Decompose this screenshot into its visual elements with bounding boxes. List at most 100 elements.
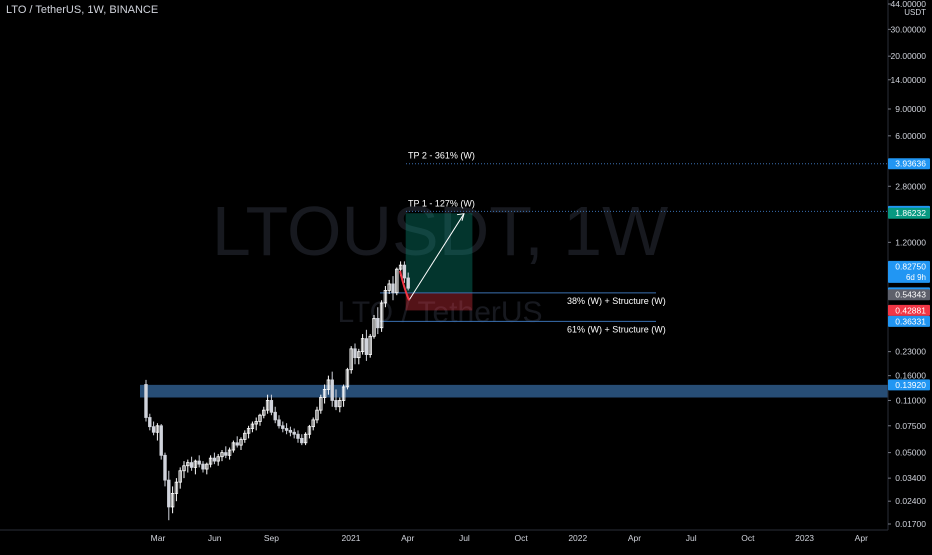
candle-body	[376, 318, 380, 329]
price-label-7: 0.42881	[895, 305, 926, 315]
candle-body	[383, 290, 388, 304]
price-tick-label: 0.23000	[895, 347, 926, 357]
watermark: LTOUSDT, 1W LTO / TetherUS	[212, 192, 668, 329]
price-label-9: 0.13920	[895, 380, 926, 390]
candle-body	[208, 457, 213, 465]
price-label-box-8	[888, 315, 930, 327]
time-tick-label: Jun	[208, 533, 222, 543]
candle-body	[349, 348, 353, 371]
candle-body	[186, 462, 190, 467]
candle-body	[368, 335, 372, 355]
candle-body	[292, 431, 296, 435]
price-tick-label: 30.00000	[891, 24, 927, 34]
level-lines: TP 2 - 361% (W) TP 1 - 127% (W) 38% (W) + …	[380, 151, 888, 334]
price-label-6: 0.54343	[895, 290, 926, 300]
candle-body	[231, 442, 236, 451]
time-tick-label: Apr	[628, 533, 641, 543]
time-tick-label: Oct	[741, 533, 755, 543]
candle-body	[334, 400, 338, 408]
candle-body	[220, 452, 224, 458]
price-label-countdown: 6d 9h	[906, 273, 926, 282]
projection-line	[408, 213, 465, 301]
candle-body	[182, 465, 186, 472]
candle-body	[170, 492, 175, 508]
support-zone	[140, 384, 888, 398]
price-tick-label: 9.00000	[895, 104, 926, 114]
time-tick-label: Mar	[151, 533, 166, 543]
candle-body	[265, 400, 270, 411]
price-axis-unit: USDT	[904, 8, 926, 17]
price-tick-label: 20.00000	[891, 51, 927, 61]
candle-body	[379, 302, 384, 329]
price-tick-label: 0.05000	[895, 448, 926, 458]
time-tick-label: 2022	[568, 533, 587, 543]
candle-body	[201, 463, 205, 470]
time-tick-label: Apr	[401, 533, 414, 543]
candle-body	[360, 338, 365, 353]
price-tick-label: 0.11000	[896, 395, 926, 405]
candle-body	[398, 264, 403, 270]
candle-body	[281, 425, 285, 429]
level-label-3: 38% (W) + Structure (W)	[567, 296, 666, 306]
time-tick-label: Apr	[855, 533, 868, 543]
candle-body	[296, 433, 300, 439]
candle-body	[262, 409, 266, 416]
candle-body	[406, 277, 410, 289]
level-label-4: 61% (W) + Structure (W)	[567, 324, 666, 334]
candle-body	[387, 283, 391, 291]
price-label-3: 1.86232	[895, 208, 926, 218]
level-label-1: TP 2 - 361% (W)	[408, 151, 475, 161]
price-label-box-3	[888, 207, 930, 219]
candles	[144, 261, 410, 521]
candle-body	[159, 425, 163, 456]
watermark-main: LTOUSDT, 1W	[212, 192, 668, 270]
price-tick-label: 44.00000	[891, 0, 927, 9]
price-label-box-1	[888, 158, 930, 170]
pullback-curve	[399, 270, 410, 301]
time-tick-label: 2021	[342, 533, 361, 543]
price-tick-label: 0.16000	[895, 371, 926, 381]
candle-body	[357, 351, 361, 359]
candle-body	[330, 379, 334, 401]
candle-body	[212, 457, 217, 462]
price-label-box-9	[888, 379, 930, 391]
candle-body	[258, 414, 262, 422]
price-tick-label: 0.01700	[895, 519, 926, 529]
price-tick-label: 14.00000	[891, 75, 927, 85]
candle-body	[277, 419, 281, 427]
candle-body	[155, 425, 160, 433]
time-tick-label: Jul	[686, 533, 697, 543]
price-tick-label: 0.03400	[895, 473, 926, 483]
candle-body	[307, 426, 312, 435]
price-label-1: 3.93636	[895, 159, 926, 169]
price-label-box-4	[888, 260, 930, 283]
candle-body	[273, 411, 277, 421]
candle-body	[315, 409, 319, 421]
candle-body	[227, 449, 232, 456]
candle-body	[205, 463, 209, 470]
candle-body	[151, 426, 156, 433]
time-axis[interactable]: Mar Jun Sep 2021 Apr Jul Oct 2022 Apr Jul Oct 2023 A…	[0, 529, 888, 543]
candle-body	[345, 369, 350, 388]
candle-body	[246, 428, 251, 434]
candle-body	[322, 388, 327, 398]
candle-body	[167, 479, 171, 508]
position-tool[interactable]	[405, 213, 473, 311]
time-tick-label: Sep	[264, 533, 279, 543]
symbol-title: LTO / TetherUS, 1W, BINANCE	[6, 4, 159, 16]
candle-body	[288, 429, 293, 433]
candle-body	[235, 442, 239, 446]
candle-body	[402, 264, 407, 279]
candle-body	[189, 462, 194, 468]
candle-body	[216, 456, 220, 462]
time-tick-label: Jul	[459, 533, 470, 543]
level-label-2: TP 1 - 127% (W)	[408, 198, 475, 208]
candle-body	[197, 460, 201, 465]
candle-body	[254, 421, 258, 425]
time-tick-label: 2023	[795, 533, 814, 543]
candle-body	[284, 428, 289, 431]
position-loss-zone	[405, 292, 473, 311]
